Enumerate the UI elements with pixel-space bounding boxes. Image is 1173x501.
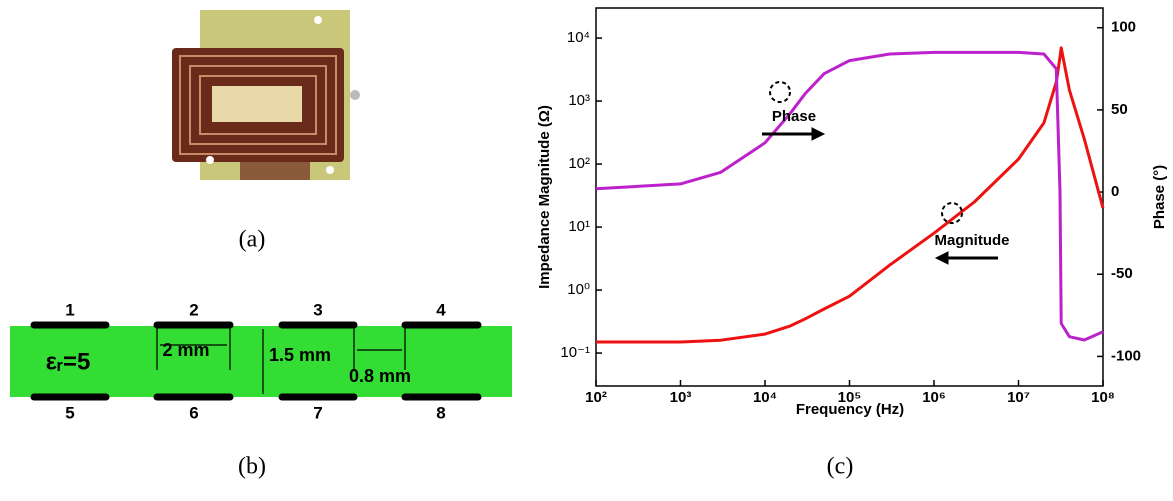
electrode-label: 7 [313, 403, 322, 422]
electrode-label: 2 [189, 300, 198, 319]
data-line [595, 50, 1104, 342]
y-tick-label: 10³ [568, 92, 590, 109]
data-line [596, 46, 1105, 344]
x-tick-label: 10⁶ [922, 389, 946, 406]
annotation-arrows [762, 81, 998, 265]
y-tick-label: 10⁰ [567, 281, 590, 298]
y2-tick-label: 100 [1111, 19, 1136, 36]
dimension-label: 0.8 mm [349, 366, 411, 386]
substrate-diagram [10, 321, 512, 401]
dimension-label: 1.5 mm [269, 345, 331, 365]
y2-tick-label: 50 [1111, 101, 1128, 118]
caption: (a) [239, 227, 266, 253]
electrode-label: 6 [189, 403, 198, 422]
x-tick-label: 10⁴ [753, 389, 777, 406]
x-tick-label: 10² [585, 389, 607, 406]
y2-axis-label: Phase (°) [1151, 165, 1168, 229]
electrode-label: 3 [313, 300, 322, 319]
y2-tick-label: -100 [1111, 347, 1141, 364]
y-tick-label: 10² [568, 155, 590, 172]
y-tick-label: 10¹ [568, 218, 590, 235]
coil-photo [164, 0, 360, 182]
permittivity-label: εᵣ=5 [46, 348, 91, 375]
y-tick-label: 10⁻¹ [560, 344, 590, 361]
y2-tick-label: 0 [1111, 183, 1119, 200]
x-tick-label: 10⁵ [838, 389, 862, 406]
electrode-label: 4 [436, 300, 446, 319]
electrode-label: 1 [65, 300, 74, 319]
annotation: Magnitude [935, 232, 1010, 249]
caption: (b) [238, 454, 266, 480]
electrode-label: 8 [436, 403, 445, 422]
x-tick-label: 10³ [670, 389, 692, 406]
electrode-label: 5 [65, 403, 74, 422]
caption: (c) [827, 454, 854, 480]
x-axis-label: Frequency (Hz) [796, 401, 904, 418]
annotation: Phase [772, 108, 816, 125]
x-tick-label: 10⁷ [1007, 389, 1030, 406]
y2-tick-label: -50 [1111, 265, 1133, 282]
x-tick-label: 10⁸ [1091, 389, 1115, 406]
dimension-label: 2 mm [162, 340, 209, 360]
y-tick-label: 10⁴ [567, 29, 590, 46]
plot-frame [595, 7, 1104, 387]
y-axis-label: Impedance Magnitude (Ω) [536, 105, 553, 289]
